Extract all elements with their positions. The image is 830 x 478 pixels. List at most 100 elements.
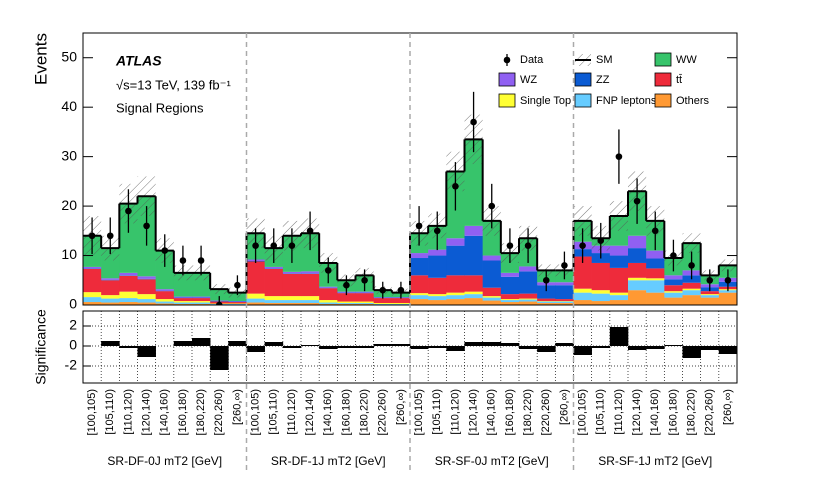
x-tick-label: [140,160)	[159, 389, 171, 435]
x-tick-label: [160,180)	[340, 389, 352, 435]
significance-bar	[718, 346, 738, 354]
data-point	[706, 276, 714, 284]
stack-segment	[137, 279, 156, 295]
stack-segment	[682, 288, 701, 291]
stack-segment	[137, 302, 156, 305]
legend-swatch	[654, 52, 672, 67]
stack-segment	[428, 249, 447, 256]
data-point	[143, 222, 150, 230]
data-point	[252, 242, 259, 249]
stack-segment	[428, 300, 447, 305]
y-tick-label: 50	[61, 48, 77, 64]
stack-segment	[464, 294, 483, 299]
stack-segment	[718, 292, 738, 305]
stack-segment	[119, 275, 138, 292]
data-point	[561, 262, 568, 269]
legend-label: FNP leptons	[596, 95, 657, 107]
stack-segment	[83, 268, 102, 293]
data-point	[179, 257, 187, 264]
significance-bar	[210, 346, 229, 370]
data-point	[161, 247, 169, 254]
x-tick-label: [105,110)	[595, 389, 607, 435]
energy-label: √s=13 TeV, 139 fb⁻¹	[116, 77, 232, 92]
stack-segment	[282, 273, 302, 297]
stack-segment	[264, 303, 284, 305]
significance-bar	[119, 346, 138, 348]
data-point	[670, 252, 677, 259]
stack-segment	[83, 297, 102, 303]
stack-segment	[464, 225, 483, 236]
stack-segment	[119, 272, 138, 276]
legend-label: tt̄	[676, 74, 682, 86]
significance-bar	[700, 346, 720, 350]
data-point	[688, 262, 695, 269]
significance-bar	[373, 344, 393, 346]
stack-segment	[246, 293, 265, 299]
stack-segment	[264, 296, 284, 301]
stack-segment	[155, 303, 175, 305]
stack-segment	[282, 271, 302, 274]
stack-segment	[101, 280, 120, 296]
stack-segment	[500, 294, 520, 300]
stack-segment	[410, 253, 429, 259]
stack-segment	[537, 301, 556, 304]
stack-segment	[355, 293, 374, 302]
data-point	[397, 286, 405, 294]
stack-segment	[500, 300, 520, 303]
stack-segment	[282, 300, 302, 304]
stack-segment	[119, 302, 138, 305]
x-tick-label: [120,140)	[631, 389, 643, 435]
significance-bar	[192, 338, 211, 346]
stack-segment	[628, 262, 647, 278]
significance-bar	[646, 346, 665, 349]
significance-bar	[337, 346, 356, 348]
stack-segment	[282, 296, 302, 301]
data-point	[597, 237, 605, 245]
stack-segment	[682, 295, 701, 305]
stack-segment	[119, 291, 138, 299]
legend-data-marker	[503, 56, 511, 64]
stack-segment	[410, 293, 429, 296]
significance-bar	[482, 342, 502, 346]
x-tick-label: [160,180)	[667, 389, 679, 435]
stack-segment	[192, 298, 211, 302]
y-axis-label: Events	[31, 33, 50, 85]
stack-segment	[83, 266, 102, 269]
stack-segment	[264, 268, 284, 297]
stack-segment	[700, 297, 720, 305]
stack-segment	[646, 268, 665, 279]
stack-segment	[500, 302, 520, 305]
region-label: SR-DF-0J mT2 [GeV]	[107, 454, 222, 468]
stack-segment	[319, 302, 338, 305]
significance-bar	[264, 342, 284, 346]
stack-segment	[173, 298, 193, 302]
x-tick-label: [105,110)	[268, 389, 280, 435]
stack-segment	[319, 300, 338, 303]
stack-segment	[718, 290, 738, 293]
stack-segment	[192, 302, 211, 305]
x-tick-label: [100,105)	[576, 389, 588, 435]
legend-label: SM	[596, 54, 613, 66]
stack-segment	[410, 295, 429, 300]
stack-segment	[464, 235, 483, 276]
stack-segment	[555, 301, 574, 304]
stack-segment	[609, 292, 629, 296]
stack-segment	[609, 295, 629, 301]
significance-bar	[519, 346, 538, 349]
stack-segment	[682, 282, 701, 289]
significance-bar	[573, 346, 592, 355]
data-point	[324, 267, 332, 274]
stack-segment	[246, 261, 265, 294]
stack-segment	[192, 301, 211, 303]
stack-segment	[646, 250, 665, 259]
data-point	[506, 242, 514, 249]
stack-segment	[555, 282, 574, 286]
stack-segment	[646, 258, 665, 269]
sig-y-tick-label: 2	[69, 317, 77, 333]
x-tick-label: [160,180)	[504, 389, 516, 435]
stack-segment	[573, 256, 592, 289]
x-tick-label: [260,∞)	[395, 389, 407, 425]
stack-segment	[101, 298, 120, 303]
region-label: SR-SF-1J mT2 [GeV]	[598, 454, 712, 468]
